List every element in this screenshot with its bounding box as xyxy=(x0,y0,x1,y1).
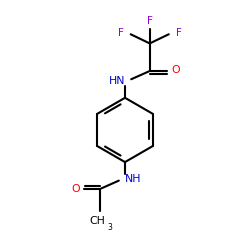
Text: CH: CH xyxy=(90,216,106,226)
Text: 3: 3 xyxy=(108,224,112,232)
Text: NH: NH xyxy=(125,174,141,184)
Text: O: O xyxy=(171,65,180,75)
Text: HN: HN xyxy=(109,76,126,86)
Text: F: F xyxy=(176,28,182,38)
Text: F: F xyxy=(118,28,124,38)
Text: F: F xyxy=(147,16,153,26)
Text: O: O xyxy=(72,184,80,194)
